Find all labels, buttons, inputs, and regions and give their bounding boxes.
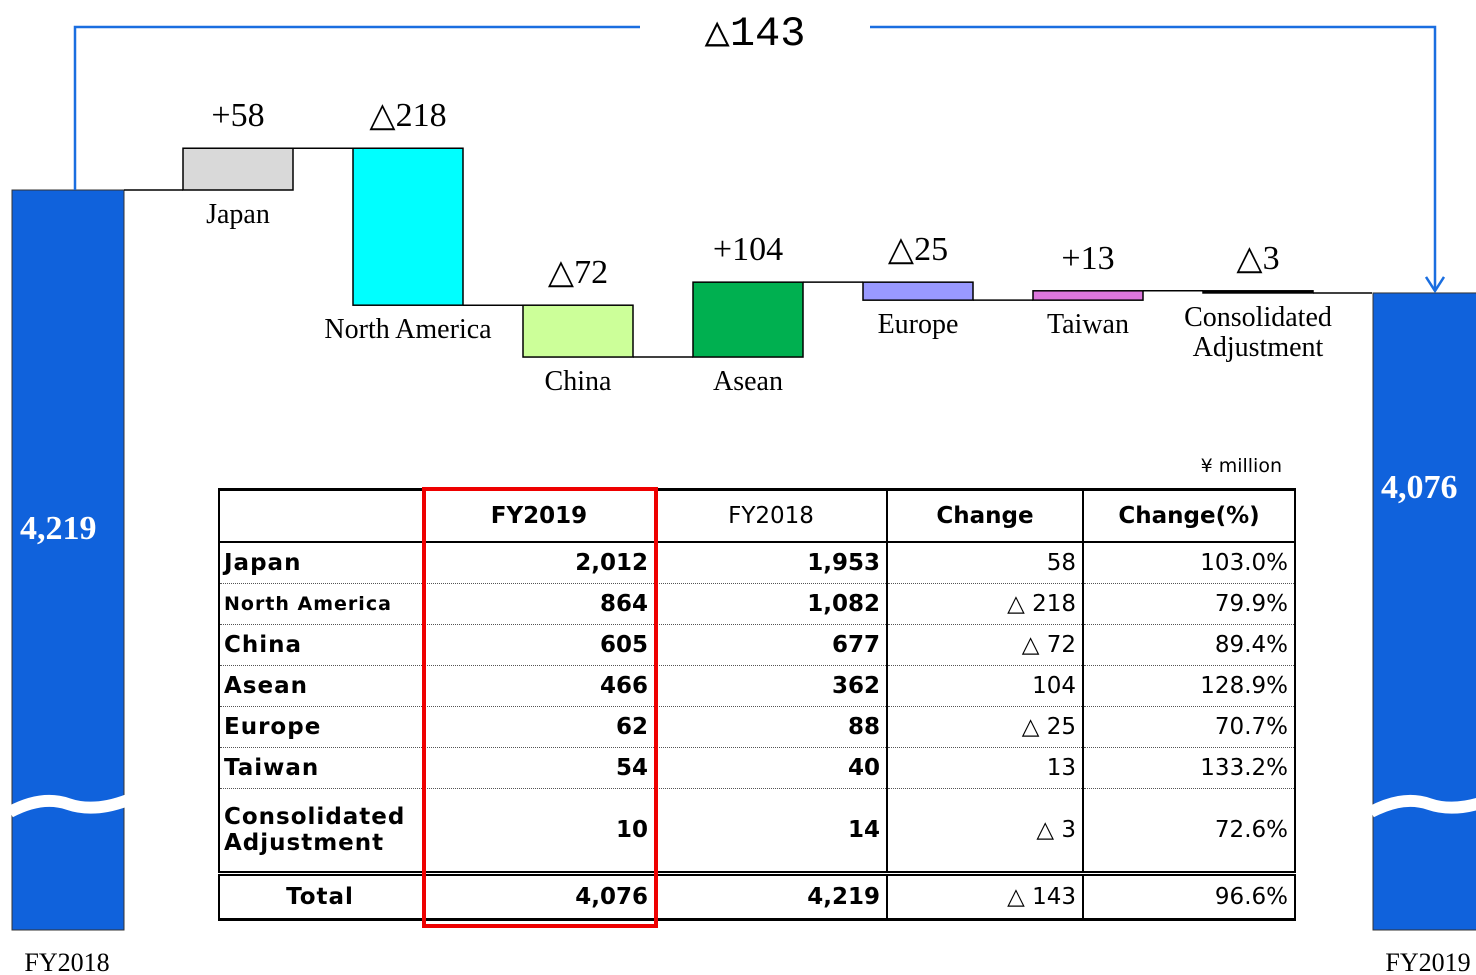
table-cell: 104 <box>886 665 1084 707</box>
delta-bar <box>692 281 804 358</box>
table-cell: 14 <box>654 788 888 874</box>
axis-break <box>1368 794 1476 818</box>
table-cell: FY2018 <box>654 488 888 543</box>
delta-bar <box>1202 290 1314 294</box>
table-cell: 40 <box>654 747 888 789</box>
table-cell: △ 3 <box>886 788 1084 874</box>
category-label: North America <box>324 314 492 346</box>
table-cell: 362 <box>654 665 888 707</box>
table-cell: 133.2% <box>1082 747 1296 789</box>
table-cell: △ 25 <box>886 706 1084 748</box>
category-label: Japan <box>206 199 270 230</box>
unit-label: ¥ million <box>1200 455 1282 477</box>
total-category-label: FY2019 <box>1385 948 1471 975</box>
delta-value-label: △72 <box>547 254 609 292</box>
highlight-box <box>422 487 658 928</box>
table-cell: 89.4% <box>1082 624 1296 666</box>
total-value-label: 4,219 <box>20 510 97 547</box>
total-category-label: FY2018 <box>24 948 110 975</box>
table-cell: Taiwan <box>218 747 424 789</box>
total-change-label: △143 <box>704 10 806 58</box>
table-cell: Japan <box>218 541 424 584</box>
table-row: Europe 62 88 △ 25 70.7% <box>218 706 1296 748</box>
table-cell: Asean <box>218 665 424 707</box>
table-cell: 58 <box>886 541 1084 584</box>
table-cell: Change(%) <box>1082 488 1296 543</box>
table-cell: 128.9% <box>1082 665 1296 707</box>
table-row: Total 4,076 4,219 △ 143 96.6% <box>218 871 1296 921</box>
delta-value-label: +58 <box>211 97 265 135</box>
delta-bar <box>182 147 294 191</box>
total-bar <box>11 189 125 931</box>
bracket <box>73 25 1437 291</box>
table-cell: 4,076 <box>422 871 656 921</box>
table-cell: Consolidated Adjustment <box>218 788 424 874</box>
table-row: North America 864 1,082 △ 218 79.9% <box>218 583 1296 625</box>
table-row: China 605 677 △ 72 89.4% <box>218 624 1296 666</box>
table-row: Asean 466 362 104 128.9% <box>218 665 1296 707</box>
data-table: FY2019 FY2018 Change Change(%) Japan 2,012 1,9… <box>218 488 1296 921</box>
delta-value-label: △218 <box>369 97 447 135</box>
table-cell: △ 143 <box>886 871 1084 921</box>
table-cell: 88 <box>654 706 888 748</box>
table-row: Japan 2,012 1,953 58 103.0% <box>218 541 1296 584</box>
table-cell: 79.9% <box>1082 583 1296 625</box>
table-cell: 677 <box>654 624 888 666</box>
table-cell: 13 <box>886 747 1084 789</box>
table-cell: Total <box>218 871 424 921</box>
delta-value-label: △25 <box>887 231 949 269</box>
delta-value-label: +13 <box>1061 239 1115 277</box>
table-cell: 1,082 <box>654 583 888 625</box>
table-cell <box>218 488 424 543</box>
category-label: Consolidated Adjustment <box>1184 301 1332 363</box>
table-cell: 4,219 <box>654 871 888 921</box>
table-cell: 70.7% <box>1082 706 1296 748</box>
table-cell: 54 <box>422 747 656 789</box>
table-cell: Change <box>886 488 1084 543</box>
table-cell: △ 218 <box>886 583 1084 625</box>
delta-bar <box>862 281 974 301</box>
axis-break <box>7 794 131 818</box>
table-cell: 605 <box>422 624 656 666</box>
category-label: Asean <box>713 366 783 398</box>
table-cell: 1,953 <box>654 541 888 584</box>
category-label: China <box>544 366 612 398</box>
table-cell: 96.6% <box>1082 871 1296 921</box>
total-value-label: 4,076 <box>1381 468 1458 506</box>
table-cell: Europe <box>218 706 424 748</box>
category-label: Taiwan <box>1046 309 1129 341</box>
table-cell: North America <box>218 583 424 625</box>
table-cell: △ 72 <box>886 624 1084 666</box>
table-cell: China <box>218 624 424 666</box>
bracket-arrow <box>1424 276 1446 294</box>
total-bar <box>1372 292 1476 931</box>
category-label: Europe <box>877 309 959 341</box>
table-cell: 2,012 <box>422 541 656 584</box>
delta-bar <box>1032 290 1144 301</box>
table-cell: 10 <box>422 788 656 874</box>
table-cell: 103.0% <box>1082 541 1296 584</box>
table-row: FY2019 FY2018 Change Change(%) <box>218 488 1296 543</box>
table-row: Consolidated Adjustment 10 14 △ 3 72.6% <box>218 788 1296 874</box>
table-row: Taiwan 54 40 13 133.2% <box>218 747 1296 789</box>
table-cell: 466 <box>422 665 656 707</box>
delta-value-label: △3 <box>1236 239 1280 277</box>
delta-bar <box>352 147 464 306</box>
table-cell: 72.6% <box>1082 788 1296 874</box>
delta-bar <box>522 304 634 358</box>
delta-value-label: +104 <box>712 231 784 269</box>
table-cell: 62 <box>422 706 656 748</box>
